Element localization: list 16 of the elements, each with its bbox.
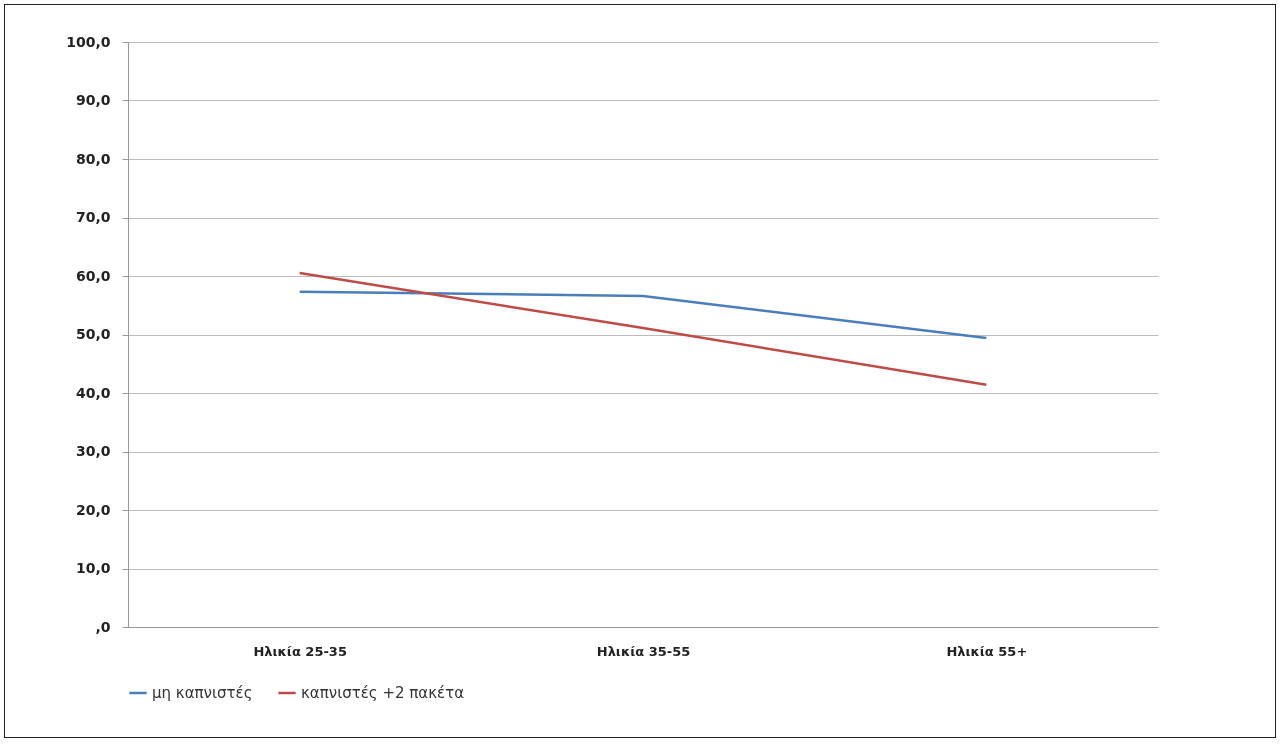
y-tick-label: 60,0 (75, 267, 111, 284)
y-tick-label: 100,0 (66, 33, 111, 50)
y-tick-label: 80,0 (75, 150, 111, 167)
x-tick-label: Ηλικία 25-35 (253, 643, 347, 659)
legend-label: μη καπνιστές (152, 684, 253, 702)
x-tick-label: Ηλικία 35-55 (596, 643, 691, 659)
y-tick-label: 90,0 (75, 92, 111, 108)
y-tick-label: 40,0 (75, 384, 111, 401)
y-tick-label: 70,0 (75, 209, 111, 225)
x-tick-label: Ηλικία 55+ (946, 643, 1028, 659)
y-tick-label: ,0 (95, 618, 111, 635)
y-tick-label: 20,0 (75, 501, 111, 518)
y-tick-label: 30,0 (75, 443, 111, 459)
y-tick-label: 10,0 (75, 560, 111, 576)
y-tick-label: 50,0 (75, 326, 111, 342)
legend-label: καπνιστές +2 πακέτα (301, 684, 465, 702)
